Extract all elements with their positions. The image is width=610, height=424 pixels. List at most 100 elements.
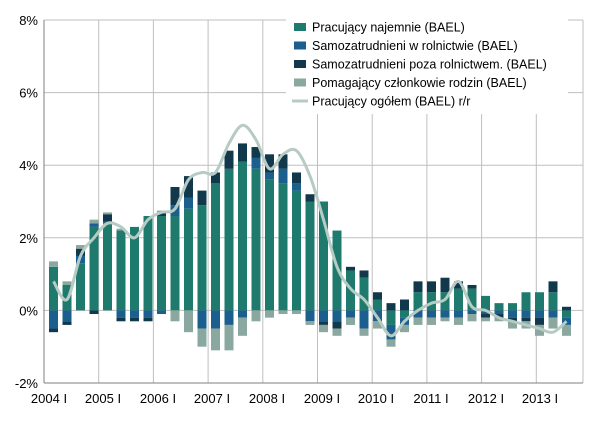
bar-segment-series-3 [305,194,315,202]
bar-segment-series-3 [292,172,301,184]
bar-segment-series-2 [184,197,193,209]
bar-segment-series-1 [373,299,382,311]
bar-segment-series-1 [548,292,558,311]
x-tick-label: 2008 I [249,391,285,406]
bar-segment-series-4 [116,228,126,231]
bar-segment-series-3 [332,321,342,329]
bar-segment-series-3 [454,281,463,289]
bar-segment-series-2 [508,310,517,318]
x-tick-label: 2009 I [304,391,340,406]
bar-segment-series-3 [89,310,99,315]
bar-segment-series-1 [562,310,571,318]
bar-segment-series-2 [157,310,166,315]
bar-segment-series-2 [481,310,490,315]
bar-segment-series-3 [130,317,139,322]
bar-segment-series-1 [197,205,207,311]
bar-segment-series-1 [103,223,112,311]
bar-segment-series-2 [413,310,423,318]
bar-segment-series-1 [467,288,477,311]
bar-segment-series-4 [265,310,274,318]
y-tick-label: 0% [19,303,38,318]
bar-segment-series-2 [211,310,220,329]
bar-segment-series-3 [238,143,247,162]
y-tick-label: 6% [19,86,38,101]
bar-segment-series-3 [494,314,504,318]
bar-segment-series-1 [386,310,396,325]
bar-layer [49,143,571,351]
x-tick-label: 2011 I [413,391,448,406]
bar-segment-series-3 [427,281,436,293]
bar-segment-series-4 [535,324,544,336]
bar-segment-series-1 [76,263,85,311]
legend-label: Pracujący ogółem (BAEL) r/r [312,95,470,109]
bar-segment-series-4 [197,328,207,347]
bar-segment-series-4 [400,324,409,333]
bar-segment-series-4 [373,321,382,329]
bar-segment-series-2 [116,310,126,318]
bar-segment-series-1 [211,183,220,311]
bar-segment-series-3 [116,317,126,322]
bar-segment-series-4 [170,310,180,322]
x-tick-label: 2013 I [522,391,558,406]
bar-segment-series-4 [413,317,423,325]
legend-label: Pracujący najemnie (BAEL) [312,21,465,35]
bar-segment-series-3 [413,281,423,293]
bar-segment-series-1 [116,230,126,311]
bar-segment-series-4 [454,317,463,325]
bar-segment-series-3 [508,317,517,322]
bar-segment-series-2 [49,310,58,329]
bar-segment-series-2 [386,324,396,340]
bar-segment-series-3 [184,176,193,198]
bar-segment-series-1 [305,201,315,311]
bar-segment-series-4 [386,339,396,347]
bar-segment-series-3 [211,172,220,184]
y-tick-label: 2% [19,231,38,246]
axis-layer: -2% 0% 2% 4% 6% 8% 2004 I 2005 I 2006 I 2007 I 200… [15,13,583,406]
bar-segment-series-3 [251,147,261,158]
bar-segment-series-3 [346,266,355,271]
bar-segment-series-2 [292,183,301,191]
y-tick-label: 8% [19,13,38,28]
bar-segment-series-3 [467,284,477,289]
bar-segment-series-2 [521,310,531,318]
bar-segment-series-3 [481,314,490,318]
bar-segment-series-1 [49,266,58,311]
bar-segment-series-2 [143,310,153,318]
bar-segment-series-2 [278,168,288,184]
bar-segment-series-1 [400,310,409,318]
bar-segment-series-1 [292,190,301,311]
bar-segment-series-4 [238,317,247,336]
total-employment-line [52,123,568,338]
bar-segment-series-1 [89,226,99,311]
x-tick-label: 2012 I [468,391,504,406]
bar-segment-series-3 [157,212,166,217]
legend-swatch [294,41,306,50]
bar-segment-series-1 [454,288,463,311]
bar-segment-series-3 [224,150,234,169]
bar-segment-series-2 [319,310,328,322]
bar-segment-series-2 [427,310,436,318]
bar-segment-series-4 [292,310,301,315]
bar-segment-series-2 [265,172,274,180]
bar-segment-series-4 [49,261,58,267]
bar-segment-series-2 [548,310,558,318]
bar-segment-series-4 [184,310,193,333]
bar-segment-series-4 [440,317,450,322]
y-tick-label: 4% [19,158,38,173]
bar-segment-series-1 [184,208,193,311]
bar-segment-series-3 [548,281,558,293]
bar-segment-series-1 [359,277,369,311]
bar-segment-series-3 [386,303,396,311]
bar-segment-series-4 [481,317,490,322]
bar-segment-series-1 [130,226,139,311]
bar-segment-series-4 [467,314,477,322]
legend-swatch [294,60,306,68]
bar-segment-series-2 [494,310,504,315]
x-tick-label: 2005 I [85,391,121,406]
bar-segment-series-3 [278,154,288,169]
y-tick-label: -2% [15,376,39,391]
bar-segment-series-1 [427,292,436,311]
x-tick-label: 2004 I [31,391,67,406]
bar-segment-series-4 [562,324,571,336]
bar-segment-series-2 [224,310,234,325]
